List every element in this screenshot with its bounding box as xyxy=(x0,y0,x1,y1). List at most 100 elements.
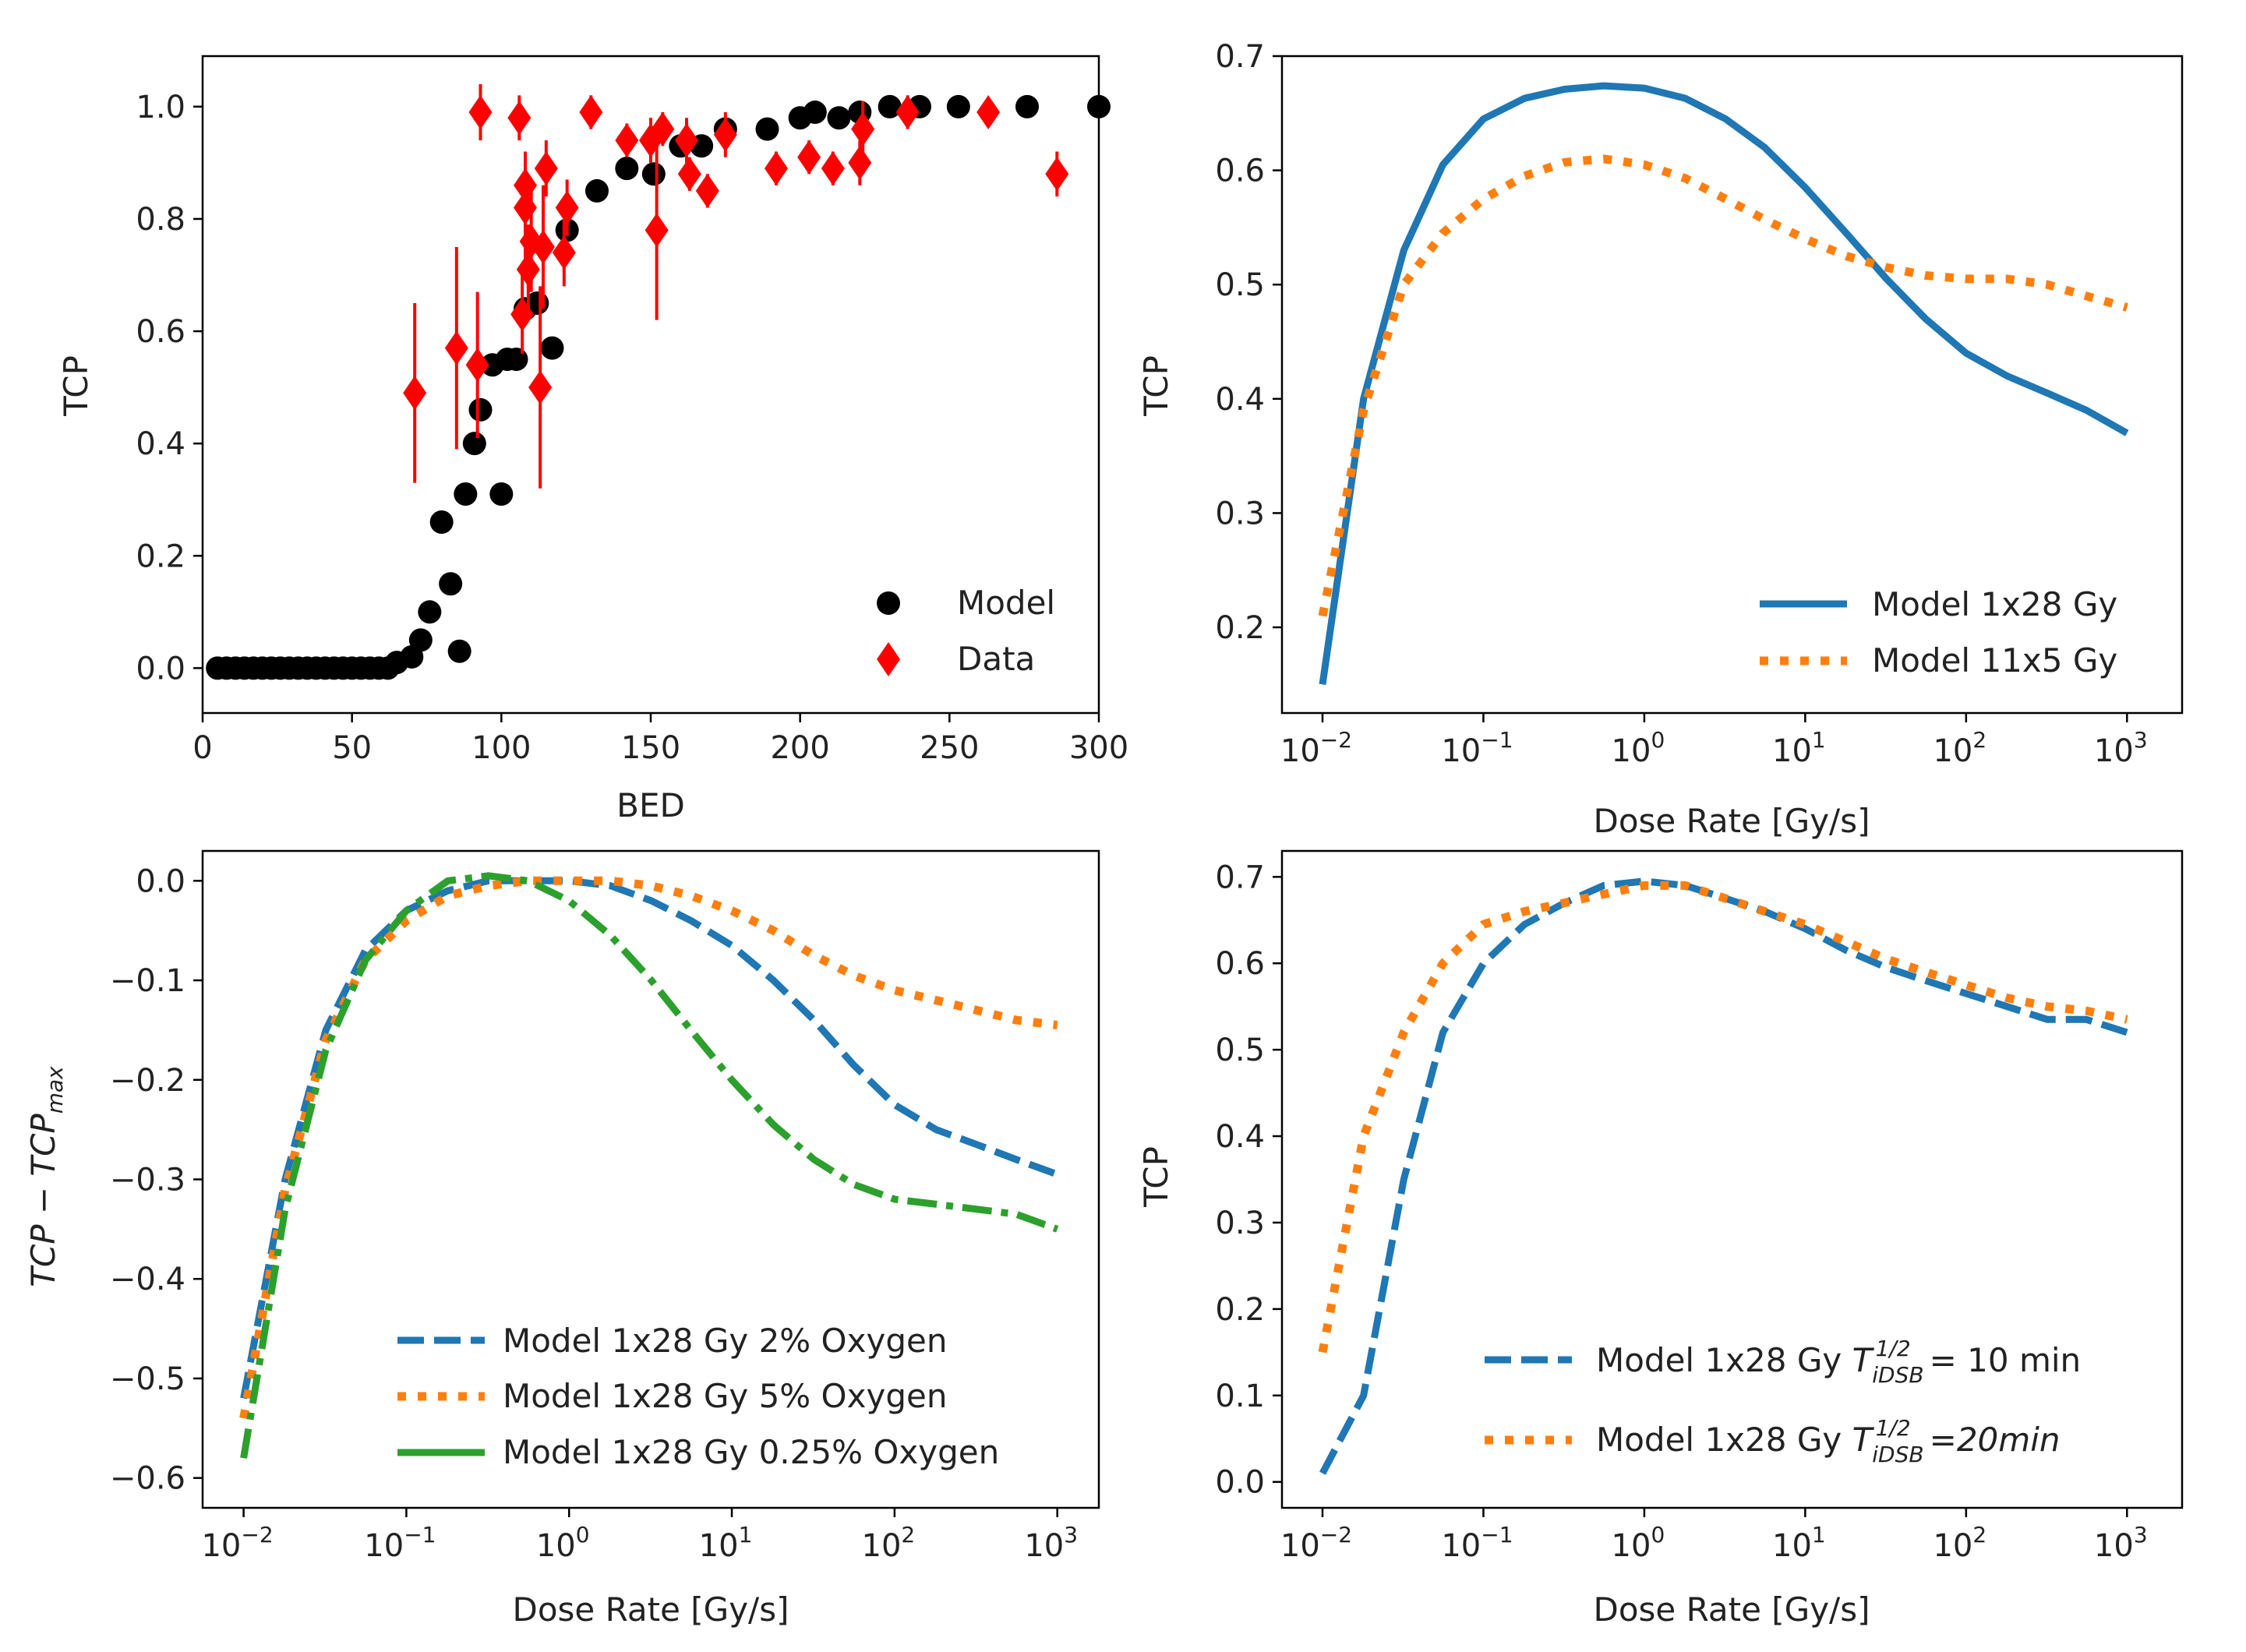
x-tick-label: 101 xyxy=(1772,1522,1826,1564)
model-point xyxy=(447,639,471,663)
model-point xyxy=(1015,94,1039,118)
y-tick-label: −0.4 xyxy=(110,1262,185,1297)
series-line-1 xyxy=(240,877,1059,1400)
legend-marker-model xyxy=(877,591,900,615)
x-axis-label: Dose Rate [Gy/s] xyxy=(1594,1590,1870,1629)
legend-label-10min: Model 1x28 Gy TiDSB1/2 = 10 min xyxy=(1596,1336,2081,1388)
data-point xyxy=(677,157,701,192)
series-line-1 xyxy=(1319,82,2129,685)
plot-area xyxy=(206,84,1111,680)
data-point xyxy=(895,95,920,130)
x-tick-label: 103 xyxy=(2094,727,2148,769)
y-tick-label: 0.0 xyxy=(136,651,185,687)
data-point xyxy=(579,95,603,130)
y-axis: 0.0 0.2 0.4 0.6 0.8 1.0 xyxy=(136,90,203,687)
x-tick-label: 50 xyxy=(332,730,372,766)
x-tick-label: 250 xyxy=(920,730,979,766)
model-point xyxy=(454,482,478,506)
legend: Model Data xyxy=(877,584,1055,678)
model-point xyxy=(504,348,528,372)
data-point xyxy=(644,213,669,248)
x-tick-label: 100 xyxy=(1612,727,1665,769)
panel-tcp-vs-bed: 0 50 100 150 200 250 300 0.0 0.2 0.4 0.6 0.8 1.0 BE… xyxy=(57,55,1128,824)
model-point xyxy=(462,432,486,456)
legend-marker-data xyxy=(877,642,900,676)
x-tick-label: 103 xyxy=(1024,1522,1078,1564)
x-axis-label: BED xyxy=(616,786,685,824)
x-tick-label: 100 xyxy=(471,730,531,766)
x-tick-label: 10−1 xyxy=(364,1522,436,1564)
panel-tcp-difference-oxygen: 10−2 10−1 100 101 102 103 0.0 −0.1 −0.2 −0.3 −0.4… xyxy=(24,849,1100,1629)
plot-area xyxy=(239,872,1059,1459)
legend-label-025pct: Model 1x28 Gy 0.25% Oxygen xyxy=(503,1433,999,1471)
x-tick-label: 10−2 xyxy=(1280,727,1352,769)
y-tick-label: 0.1 xyxy=(1215,1378,1265,1414)
series-line-2 xyxy=(1318,154,2128,617)
x-tick-label: 10−2 xyxy=(1280,1522,1352,1564)
axes-frame xyxy=(1280,55,2184,715)
y-tick-label: 0.5 xyxy=(1215,267,1265,303)
plot-area xyxy=(1318,82,2129,685)
data-point xyxy=(695,173,719,208)
series-line-2 xyxy=(1318,881,2128,1354)
data-point xyxy=(531,229,555,264)
data-point xyxy=(765,151,788,186)
x-axis-label: Dose Rate [Gy/s] xyxy=(1594,802,1870,840)
data-point xyxy=(444,330,468,365)
y-tick-label: 0.2 xyxy=(1215,1292,1265,1328)
y-tick-label: 0.4 xyxy=(136,426,185,462)
y-tick-label: 0.3 xyxy=(1215,496,1265,531)
y-tick-label: −0.3 xyxy=(110,1163,185,1198)
legend-label-1x28: Model 1x28 Gy xyxy=(1872,585,2117,623)
model-point xyxy=(429,510,454,535)
data-point xyxy=(615,123,639,158)
series-line-3 xyxy=(240,872,1059,1459)
x-axis-label: Dose Rate [Gy/s] xyxy=(513,1590,789,1629)
series-line-2 xyxy=(239,876,1058,1419)
y-tick-label: −0.5 xyxy=(110,1361,185,1397)
x-tick-label: 101 xyxy=(699,1522,753,1564)
y-tick-label: −0.6 xyxy=(110,1461,185,1497)
model-point xyxy=(803,101,827,125)
legend-label-5pct: Model 1x28 Gy 5% Oxygen xyxy=(503,1377,947,1415)
panel-tcp-vs-dose-rate: 10−2 10−1 100 101 102 103 0.20.30.40.50.60.7 … xyxy=(1137,39,2184,840)
plot-area xyxy=(1318,877,2128,1475)
y-tick-label: 0.0 xyxy=(136,863,185,899)
model-point xyxy=(540,336,564,360)
x-axis: 10−2 10−1 100 101 102 103 xyxy=(1280,1508,2148,1564)
model-point xyxy=(418,600,442,624)
legend-label-11x5: Model 11x5 Gy xyxy=(1872,641,2117,680)
model-point xyxy=(439,572,463,596)
data-point xyxy=(821,151,845,186)
y-tick-label: 0.2 xyxy=(136,538,185,574)
data-point xyxy=(797,139,821,175)
x-tick-label: 100 xyxy=(536,1522,590,1564)
x-tick-label: 102 xyxy=(862,1522,916,1564)
x-tick-label: 10−1 xyxy=(1441,1522,1513,1564)
model-point xyxy=(489,482,514,506)
legend: Model 1x28 Gy TiDSB1/2 = 10 min Model 1x2… xyxy=(1485,1336,2081,1467)
panel-tcp-repair-halftime: 10−2 10−1 100 101 102 103 0.00.10.20.30.40.50… xyxy=(1137,849,2184,1629)
y-tick-label: 0.2 xyxy=(1215,610,1265,646)
legend: Model 1x28 Gy 2% Oxygen Model 1x28 Gy 5%… xyxy=(397,1322,999,1471)
y-axis-label: TCP xyxy=(57,355,95,417)
data-point xyxy=(468,95,493,130)
y-tick-label: 0.4 xyxy=(1215,1119,1265,1155)
y-tick-label: 0.6 xyxy=(1215,946,1265,982)
x-tick-label: 102 xyxy=(1933,1522,1986,1564)
model-point xyxy=(468,397,493,422)
model-point xyxy=(946,94,970,118)
y-tick-label: 0.8 xyxy=(136,202,185,238)
y-axis-label: TCP xyxy=(1137,355,1175,417)
y-tick-label: 0.7 xyxy=(1215,39,1265,75)
y-tick-label: 0.3 xyxy=(1215,1205,1265,1241)
y-tick-label: 0.6 xyxy=(1215,154,1265,189)
series-data xyxy=(403,84,1069,489)
legend-label-data: Data xyxy=(957,640,1035,678)
y-tick-label: 0.4 xyxy=(1215,382,1265,418)
axes-frame xyxy=(1280,849,2184,1509)
data-point xyxy=(534,151,558,186)
x-tick-label: 200 xyxy=(770,730,829,766)
data-point xyxy=(976,95,1001,130)
